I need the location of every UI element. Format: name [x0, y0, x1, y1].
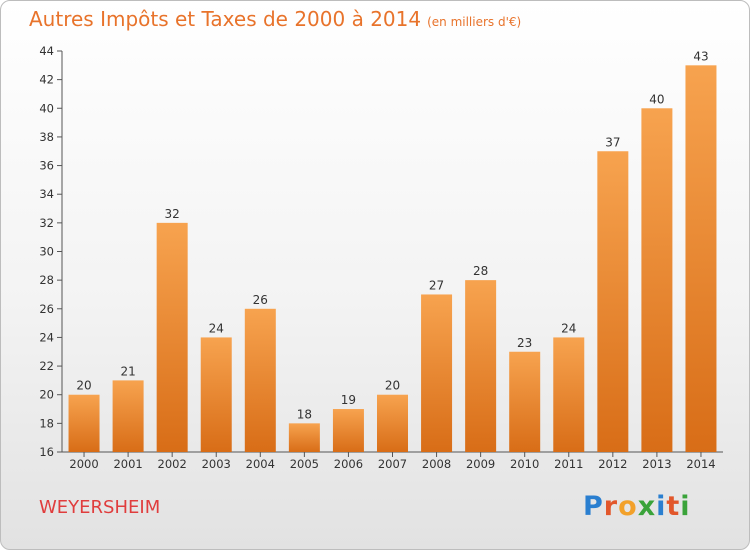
x-tick-label: 2011 — [554, 457, 583, 471]
bar-value-label: 40 — [649, 92, 664, 106]
x-tick-label: 2009 — [466, 457, 495, 471]
chart-subtitle: (en milliers d'€) — [427, 15, 522, 29]
x-tick-label: 2000 — [69, 457, 98, 471]
x-tick-label: 2008 — [422, 457, 451, 471]
bar-2003 — [200, 337, 232, 452]
y-tick-label: 32 — [39, 216, 54, 230]
axes: 16 18 20 22 24 26 28 30 32 34 36 38 40 42 44 2000 2001 20… — [39, 44, 723, 471]
bar-2013 — [641, 108, 673, 453]
x-tick-label: 2002 — [158, 457, 187, 471]
bar-value-label: 20 — [76, 379, 91, 393]
bar-2011 — [553, 337, 585, 452]
bar-value-label: 18 — [297, 407, 312, 421]
bar-2014 — [685, 65, 717, 453]
y-tick-label: 18 — [39, 416, 54, 430]
y-tick-label: 16 — [39, 445, 54, 459]
y-tick-label: 40 — [39, 101, 54, 115]
y-tick-label: 22 — [39, 359, 54, 373]
chart-title-text: Autres Impôts et Taxes de 2000 à 2014 — [29, 7, 422, 31]
bar-value-label: 19 — [341, 393, 356, 407]
bar-value-label: 32 — [165, 207, 180, 221]
y-tick-label: 42 — [39, 73, 54, 87]
x-tick-label: 2010 — [510, 457, 539, 471]
y-tick-label: 20 — [39, 388, 54, 402]
bars: 20 21 32 24 26 18 19 20 27 28 23 24 37 40 43 — [68, 49, 717, 453]
bar-2010 — [509, 351, 541, 452]
bar-value-label: 27 — [429, 278, 444, 292]
x-tick-label: 2003 — [202, 457, 231, 471]
y-tick-label: 44 — [39, 44, 54, 58]
bar-value-label: 23 — [517, 336, 532, 350]
bar-value-label: 20 — [385, 379, 400, 393]
chart-title: Autres Impôts et Taxes de 2000 à 2014 (en… — [29, 7, 521, 31]
bar-2008 — [421, 294, 453, 452]
bar-2006 — [332, 409, 364, 452]
y-tick-label: 30 — [39, 245, 54, 259]
bar-2007 — [377, 394, 408, 452]
bar-2001 — [112, 380, 144, 452]
bar-value-label: 43 — [693, 49, 708, 63]
x-tick-label: 2005 — [290, 457, 319, 471]
y-tick-label: 36 — [39, 159, 54, 173]
x-tick-label: 2014 — [686, 457, 715, 471]
y-tick-label: 34 — [39, 187, 54, 201]
proxiti-logo[interactable]: Proxiti — [583, 491, 691, 522]
x-tick-label: 2001 — [113, 457, 142, 471]
x-tick-label: 2013 — [642, 457, 671, 471]
bar-2000 — [68, 394, 100, 452]
bar-2009 — [465, 280, 497, 452]
commune-name: WEYERSHEIM — [39, 497, 161, 518]
y-tick-label: 24 — [39, 330, 54, 344]
bar-value-label: 24 — [209, 321, 224, 335]
bar-2012 — [597, 151, 629, 452]
x-tick-label: 2007 — [378, 457, 407, 471]
bar-2005 — [288, 423, 320, 452]
bar-value-label: 37 — [605, 135, 620, 149]
x-tick-label: 2012 — [598, 457, 627, 471]
bar-value-label: 21 — [120, 364, 135, 378]
bar-value-label: 24 — [561, 321, 576, 335]
y-tick-label: 26 — [39, 302, 54, 316]
y-tick-label: 38 — [39, 130, 54, 144]
bar-2002 — [156, 222, 188, 452]
y-tick-label: 28 — [39, 273, 54, 287]
x-tick-label: 2006 — [334, 457, 363, 471]
x-tick-label: 2004 — [246, 457, 275, 471]
bar-value-label: 28 — [473, 264, 488, 278]
bar-value-label: 26 — [253, 293, 268, 307]
bar-2004 — [244, 308, 276, 452]
